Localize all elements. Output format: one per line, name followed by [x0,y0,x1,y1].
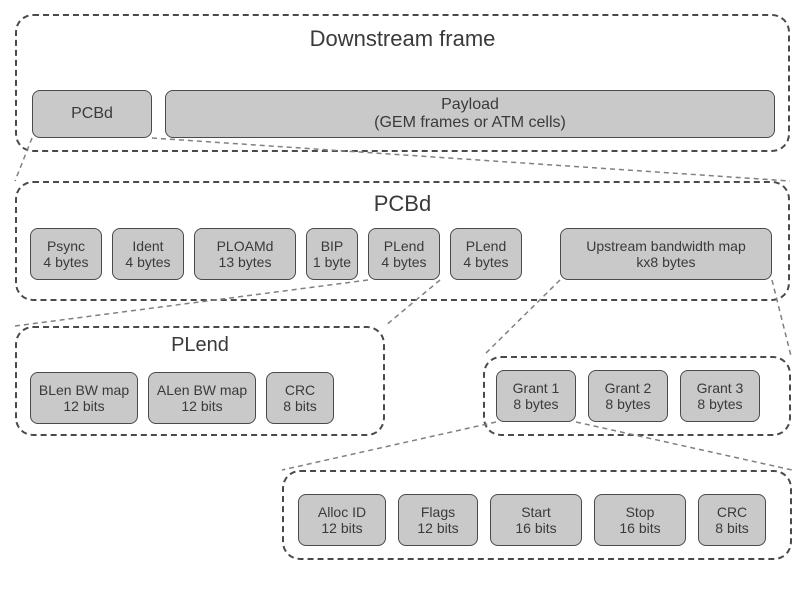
pcbd-field-0: Psync4 bytes [30,228,102,280]
pcbd-field-size-2: 13 bytes [219,254,272,270]
grant-sub-field-size-1: 12 bits [417,520,458,536]
grant-sub-field-name-2: Start [521,504,551,520]
grant-sub-field-name-4: CRC [717,504,747,520]
downstream-field-name-1: Payload [441,96,499,114]
plend-field-0: BLen BW map12 bits [30,372,138,424]
pcbd-field-size-6: kx8 bytes [636,254,695,270]
downstream-field-0: PCBd [32,90,152,138]
pcbd-title: PCBd [17,191,788,217]
pcbd-field-size-3: 1 byte [313,254,351,270]
grant-sub-field-size-4: 8 bits [715,520,748,536]
pcbd-field-3: BIP1 byte [306,228,358,280]
pcbd-field-name-2: PLOAMd [217,238,274,254]
pcbd-field-name-0: Psync [47,238,85,254]
grant-sub-field-size-0: 12 bits [321,520,362,536]
grant-field-size-2: 8 bytes [697,396,742,412]
pcbd-field-name-6: Upstream bandwidth map [586,238,746,254]
pcbd-field-6: Upstream bandwidth mapkx8 bytes [560,228,772,280]
pcbd-field-size-0: 4 bytes [43,254,88,270]
grant-sub-field-4: CRC8 bits [698,494,766,546]
grant-field-size-0: 8 bytes [513,396,558,412]
grant-field-name-2: Grant 3 [697,380,744,396]
grant-field-name-0: Grant 1 [513,380,560,396]
pcbd-field-name-4: PLend [384,238,424,254]
grant-field-0: Grant 18 bytes [496,370,576,422]
plend-title: PLend [17,334,383,357]
grant-sub-field-name-3: Stop [626,504,655,520]
pcbd-field-5: PLend4 bytes [450,228,522,280]
grant-field-1: Grant 28 bytes [588,370,668,422]
pcbd-field-name-5: PLend [466,238,506,254]
plend-field-size-2: 8 bits [283,398,316,414]
grant-sub-field-name-1: Flags [421,504,455,520]
pcbd-field-2: PLOAMd13 bytes [194,228,296,280]
grant-sub-field-3: Stop16 bits [594,494,686,546]
grant-sub-field-size-2: 16 bits [515,520,556,536]
downstream-field-1: Payload(GEM frames or ATM cells) [165,90,775,138]
pcbd-field-name-3: BIP [321,238,344,254]
grant-field-size-1: 8 bytes [605,396,650,412]
downstream-field-size-1: (GEM frames or ATM cells) [374,114,566,132]
grant-sub-field-size-3: 16 bits [619,520,660,536]
plend-field-1: ALen BW map12 bits [148,372,256,424]
grant-sub-field-0: Alloc ID12 bits [298,494,386,546]
pcbd-field-name-1: Ident [132,238,163,254]
pcbd-field-4: PLend4 bytes [368,228,440,280]
grant-sub-field-name-0: Alloc ID [318,504,366,520]
pcbd-field-size-5: 4 bytes [463,254,508,270]
grant-field-name-1: Grant 2 [605,380,652,396]
plend-field-size-1: 12 bits [181,398,222,414]
grant-sub-field-1: Flags12 bits [398,494,478,546]
downstream-field-name-0: PCBd [71,105,113,123]
plend-field-size-0: 12 bits [63,398,104,414]
pcbd-field-size-1: 4 bytes [125,254,170,270]
pcbd-field-1: Ident4 bytes [112,228,184,280]
downstream-title: Downstream frame [17,26,788,52]
plend-field-2: CRC8 bits [266,372,334,424]
plend-field-name-1: ALen BW map [157,382,247,398]
grant-field-2: Grant 38 bytes [680,370,760,422]
plend-field-name-0: BLen BW map [39,382,129,398]
pcbd-field-size-4: 4 bytes [381,254,426,270]
grant-sub-field-2: Start16 bits [490,494,582,546]
plend-field-name-2: CRC [285,382,315,398]
